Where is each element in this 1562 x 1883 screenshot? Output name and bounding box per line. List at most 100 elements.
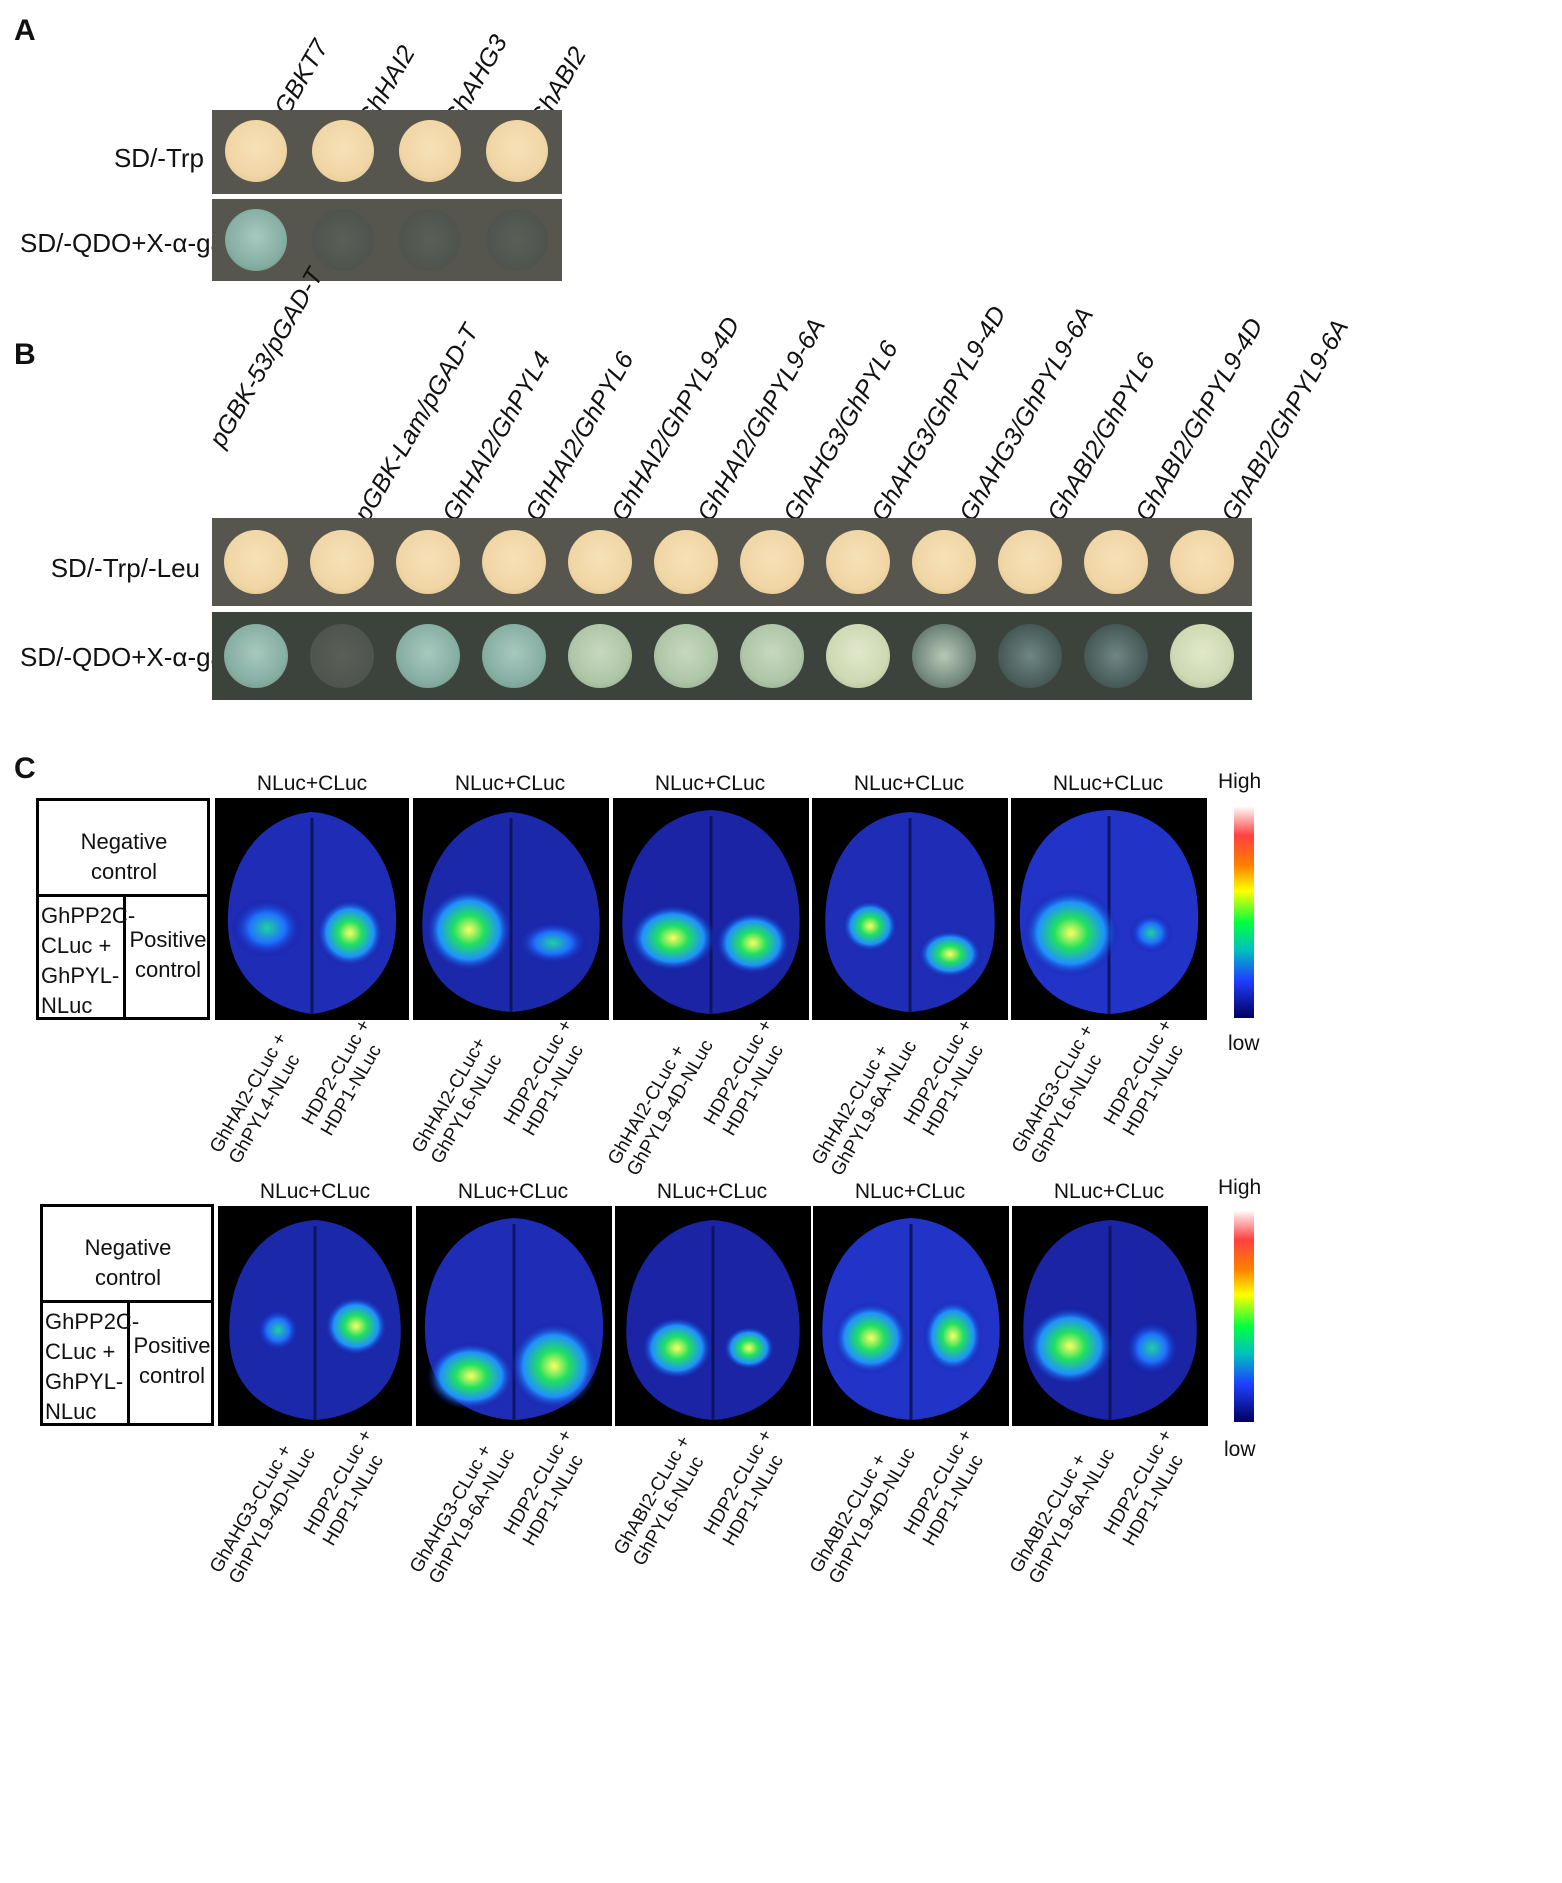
panel-a-row-label: SD/-Trp [113,143,204,173]
colony-spot [740,624,804,688]
colony-spot [224,624,288,688]
leaf-image [812,798,1008,1020]
leaf-image [413,798,609,1020]
nluc-cluc-label: NLuc+CLuc [1052,772,1164,795]
control-label: HDP2-CLuc + HDP1-NLuc [1100,1016,1188,1140]
colony-spot [1170,624,1234,688]
sample-label: GhAHG3-CLuc + GhPYL6-NLuc [1008,1021,1107,1168]
panel-a-letter: A [14,14,36,47]
legend-box-row1: Negative control GhPP2C-CLuc + GhPYL-NLu… [36,798,210,1020]
colony-spot [396,624,460,688]
positive-control-label: Positive control [133,1333,211,1388]
panel-c-letter: C [14,752,36,785]
colony-spot [312,120,374,182]
colony-spot [912,530,976,594]
legend-divider [123,894,126,1020]
colony-spot [486,120,548,182]
control-label: HDP2-CLuc + HDP1-NLuc [298,1016,386,1140]
colony-spot [912,624,976,688]
colony-spot [396,530,460,594]
panel-a-row-label: SD/-QDO+X-α-gal [20,228,231,258]
control-label: HDP2-CLuc + HDP1-NLuc [900,1426,988,1550]
leaf-image [1012,1206,1208,1426]
control-label: HDP2-CLuc + HDP1-NLuc [500,1016,588,1140]
legend-box-row2: Negative control GhPP2C-CLuc + GhPYL-NLu… [40,1204,214,1426]
colorbar-low-label: low [1224,1438,1256,1461]
nluc-cluc-label: NLuc+CLuc [854,1180,966,1203]
panel-b-plate-top [212,518,1252,606]
colony-spot [568,530,632,594]
colony-spot [310,530,374,594]
leaf-image [613,798,809,1020]
sample-legend-label: GhPP2C-CLuc + GhPYL-NLuc [41,903,136,1018]
colorbar [1234,806,1254,1018]
colony-spot [826,530,890,594]
control-label: HDP2-CLuc + HDP1-NLuc [700,1016,788,1140]
colony-spot [568,624,632,688]
leaf-image [615,1206,811,1426]
colony-spot [482,624,546,688]
sample-label: GhAHG3-CLuc + GhPYL9-4D-NLuc [206,1441,320,1588]
leaf-image [813,1206,1009,1426]
nluc-cluc-label: NLuc+CLuc [1053,1180,1165,1203]
colony-spot [399,120,461,182]
negative-control-label: Negative control [84,1235,172,1290]
leaf-image [1011,798,1207,1020]
positive-control-label: Positive control [129,927,207,982]
colony-spot [399,209,461,271]
panel-b-row-label: SD/-QDO+X-α-gal [20,642,231,672]
sample-label: GhHAI2-CLuc + GhPYL9-6A-NLuc [808,1037,922,1180]
leaf-image [416,1206,612,1426]
sample-label: GhHAI2-CLuc + GhPYL9-4D-NLuc [604,1036,718,1180]
colony-spot [654,624,718,688]
nluc-cluc-label: NLuc+CLuc [853,772,965,795]
colorbar-high-label: High [1218,770,1262,793]
sample-label: GhABI2-CLuc + GhPYL9-6A-NLuc [1006,1445,1120,1588]
colony-spot [225,120,287,182]
control-label: HDP2-CLuc + HDP1-NLuc [500,1426,588,1550]
nluc-cluc-label: NLuc+CLuc [259,1180,371,1203]
sample-label: GhHAI2-CLuc + GhPYL4-NLuc [206,1029,305,1168]
sample-label: GhAHG3-CLuc + GhPYL9-6A-NLuc [406,1441,520,1588]
colony-spot [1084,530,1148,594]
control-label: HDP2-CLuc + HDP1-NLuc [700,1426,788,1550]
colony-spot [654,530,718,594]
nluc-cluc-label: NLuc+CLuc [656,1180,768,1203]
colony-spot [826,624,890,688]
colony-spot [1170,530,1234,594]
colony-spot [225,209,287,271]
colony-spot [740,530,804,594]
colorbar-high-label: High [1218,1176,1262,1199]
colorbar-low-label: low [1228,1032,1260,1055]
panel-b-col-label: pGBK-53/pGAD-T [204,263,329,452]
sample-label: GhABI2-CLuc + GhPYL9-4D-NLuc [806,1444,920,1588]
panel-b-plate-bottom [212,612,1252,700]
control-label: HDP2-CLuc + HDP1-NLuc [300,1426,388,1550]
panel-b-row-label: SD/-Trp/-Leu [50,553,200,583]
colony-spot [1084,624,1148,688]
sample-label: GhABI2-CLuc + GhPYL6-NLuc [610,1432,709,1570]
colony-spot [310,624,374,688]
nluc-cluc-label: NLuc+CLuc [457,1180,569,1203]
colony-spot [482,530,546,594]
colorbar [1234,1210,1254,1422]
colony-spot [312,209,374,271]
panel-a-plate-bottom [212,199,562,281]
colony-spot [224,530,288,594]
panel-b-letter: B [14,338,36,371]
leaf-image [218,1206,412,1426]
nluc-cluc-label: NLuc+CLuc [454,772,566,795]
control-label: HDP2-CLuc + HDP1-NLuc [1100,1426,1188,1550]
sample-label: GhHAI2-CLuc+ GhPYL6-NLuc [408,1033,507,1168]
leaf-image [215,798,409,1020]
nluc-cluc-label: NLuc+CLuc [654,772,766,795]
sample-legend-label: GhPP2C-CLuc + GhPYL-NLuc [45,1309,140,1424]
legend-divider [127,1300,130,1426]
colony-spot [998,530,1062,594]
colony-spot [486,209,548,271]
nluc-cluc-label: NLuc+CLuc [256,772,368,795]
panel-a-plate-top [212,110,562,194]
colony-spot [998,624,1062,688]
negative-control-label: Negative control [80,829,168,884]
control-label: HDP2-CLuc + HDP1-NLuc [900,1016,988,1140]
